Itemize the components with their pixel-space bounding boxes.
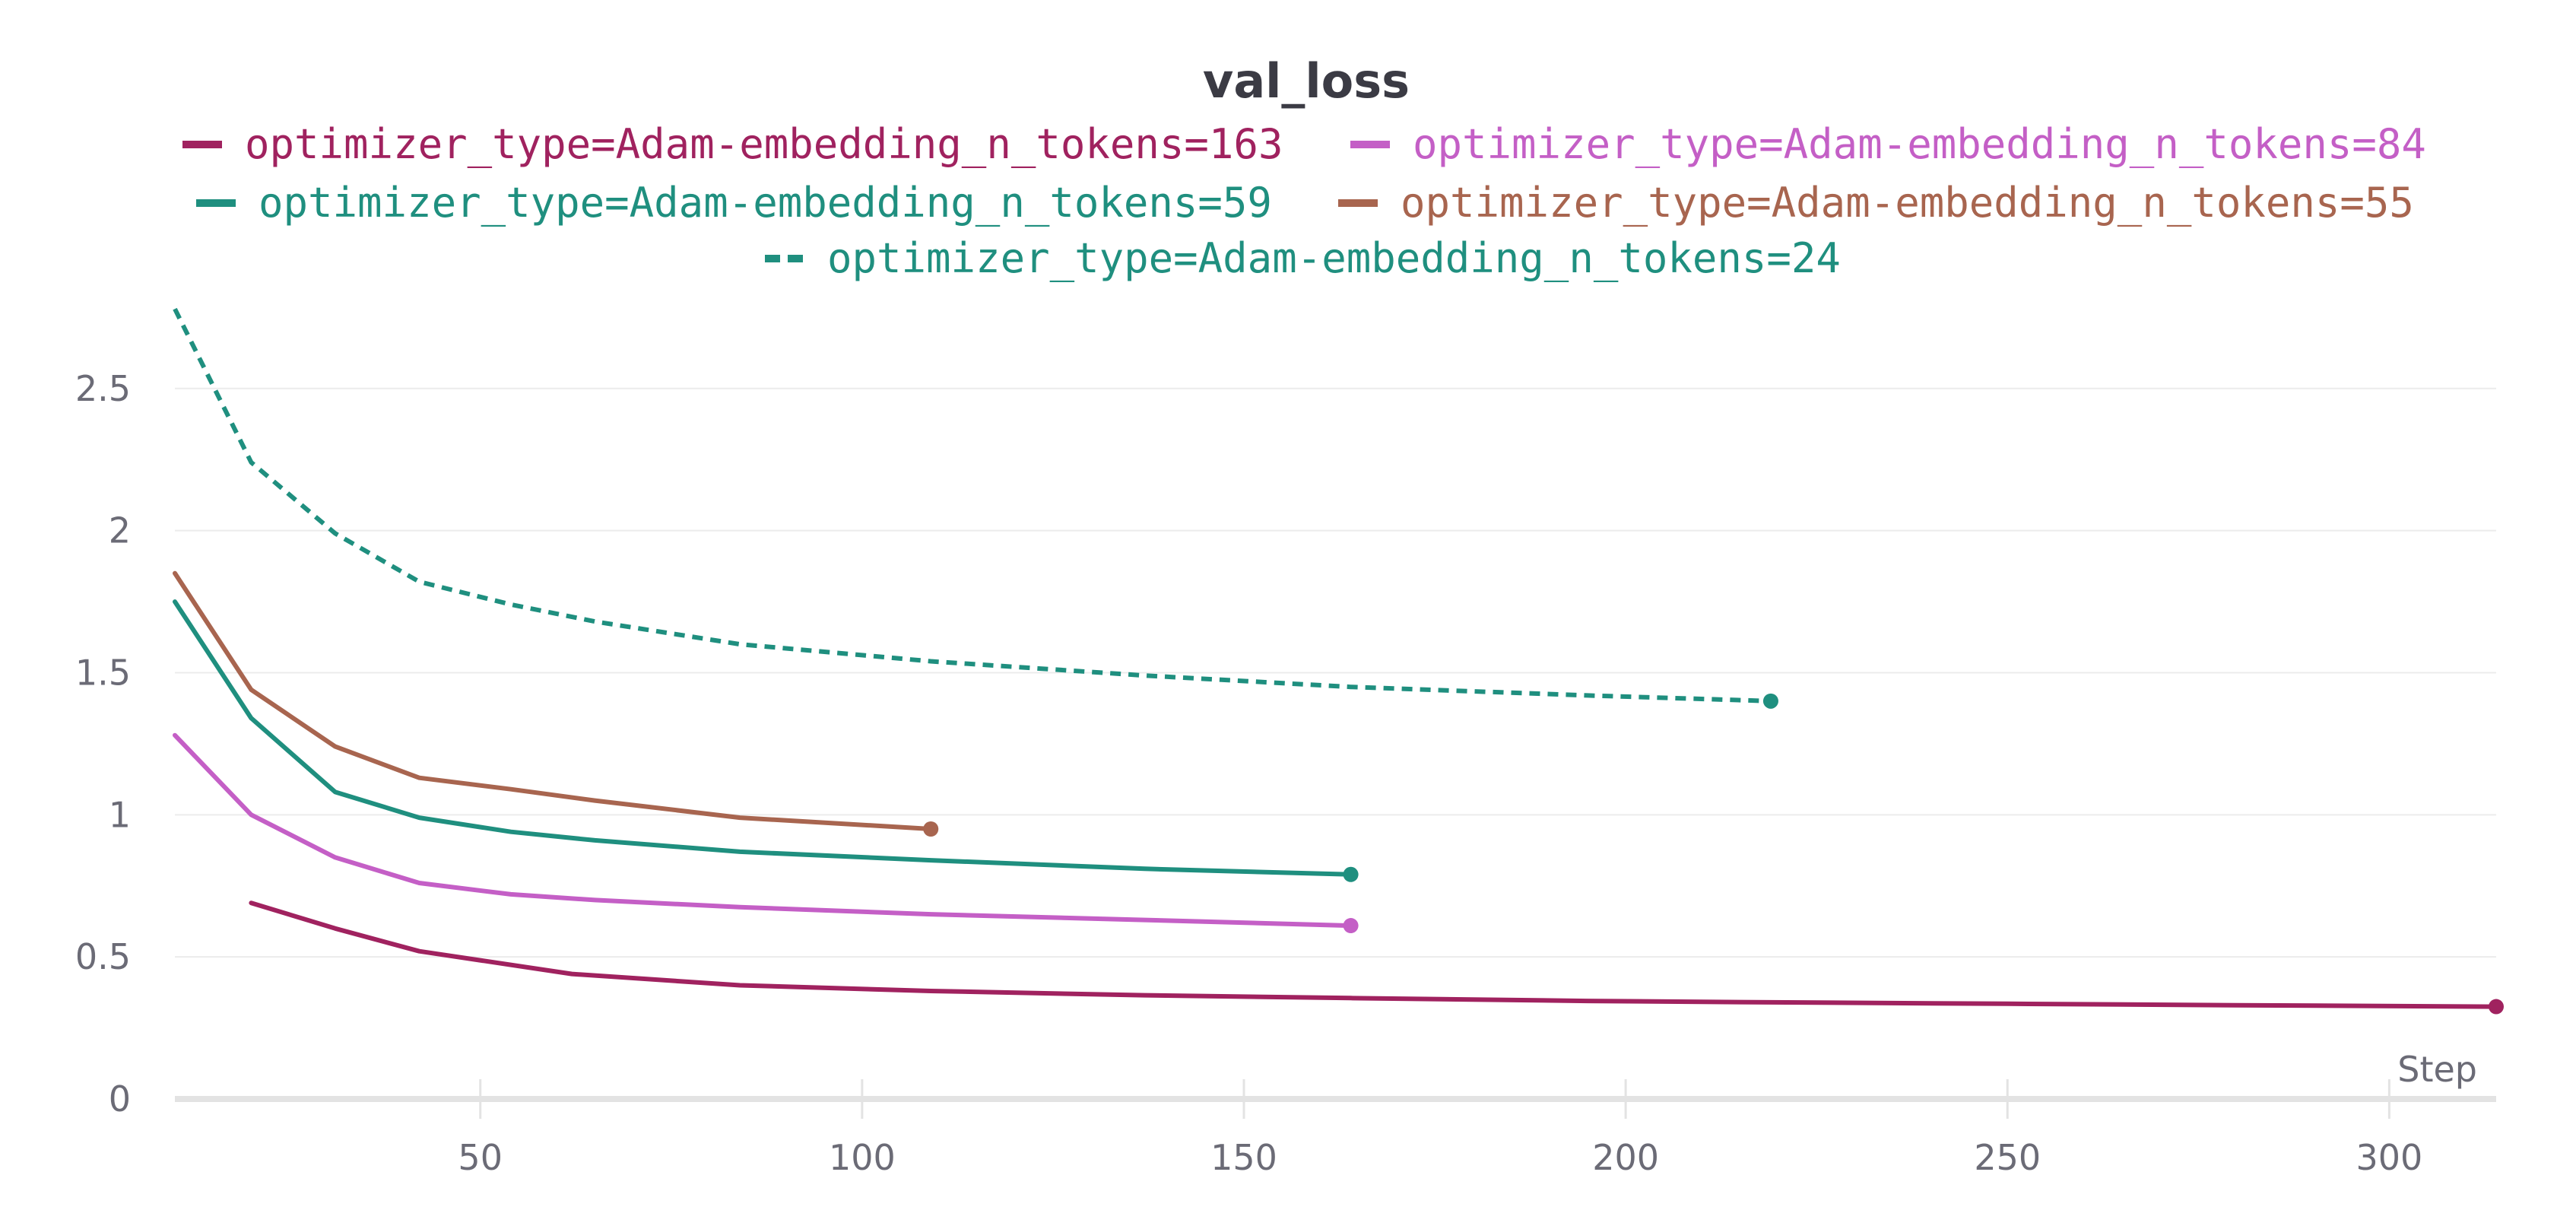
y-tick-label: 2 — [109, 510, 131, 551]
series-group — [173, 307, 2504, 1015]
legend-label: optimizer_type=Adam-embedding_n_tokens=5… — [1401, 179, 2414, 227]
series-end-point-4 — [1762, 693, 1778, 709]
legend-item-4: optimizer_type=Adam-embedding_n_tokens=2… — [765, 234, 1841, 282]
series-end-point-3 — [923, 821, 939, 837]
y-tick-label: 0 — [109, 1078, 131, 1120]
x-tick-label: 150 — [1210, 1137, 1277, 1178]
axes: 0 0.5 1 1.5 2 2.5 50 100 150 200 250 300 — [75, 368, 2496, 1178]
legend-label: optimizer_type=Adam-embedding_n_tokens=5… — [259, 179, 1272, 227]
legend-label: optimizer_type=Adam-embedding_n_tokens=2… — [827, 234, 1841, 282]
y-tick-label: 1 — [109, 794, 131, 835]
series-line-3 — [173, 570, 934, 831]
legend-item-2: optimizer_type=Adam-embedding_n_tokens=5… — [196, 179, 1272, 227]
series-end-point-2 — [1343, 866, 1359, 882]
series-line-4 — [173, 307, 1771, 704]
series-end-point-1 — [1343, 918, 1359, 934]
legend: optimizer_type=Adam-embedding_n_tokens=1… — [182, 120, 2426, 282]
legend-item-0: optimizer_type=Adam-embedding_n_tokens=1… — [182, 120, 1283, 168]
y-tick-label: 1.5 — [75, 652, 131, 693]
x-tick-label: 250 — [1974, 1137, 2041, 1178]
legend-label: optimizer_type=Adam-embedding_n_tokens=1… — [245, 120, 1283, 168]
series-line-1 — [173, 732, 1353, 929]
y-tick-label: 2.5 — [75, 368, 131, 409]
grid — [175, 387, 2496, 958]
series-line-2 — [173, 599, 1353, 877]
legend-item-3: optimizer_type=Adam-embedding_n_tokens=5… — [1338, 179, 2414, 227]
legend-label: optimizer_type=Adam-embedding_n_tokens=8… — [1413, 120, 2426, 168]
series-line-0 — [249, 900, 2498, 1009]
chart-title: val_loss — [1203, 53, 1410, 109]
y-tick-label: 0.5 — [75, 936, 131, 977]
x-tick-label: 200 — [1592, 1137, 1659, 1178]
x-axis-label: Step — [2397, 1049, 2477, 1090]
x-tick-label: 300 — [2356, 1137, 2422, 1178]
x-tick-label: 100 — [829, 1137, 896, 1178]
legend-item-1: optimizer_type=Adam-embedding_n_tokens=8… — [1350, 120, 2426, 168]
series-end-point-0 — [2489, 999, 2504, 1015]
x-tick-label: 50 — [458, 1137, 503, 1178]
